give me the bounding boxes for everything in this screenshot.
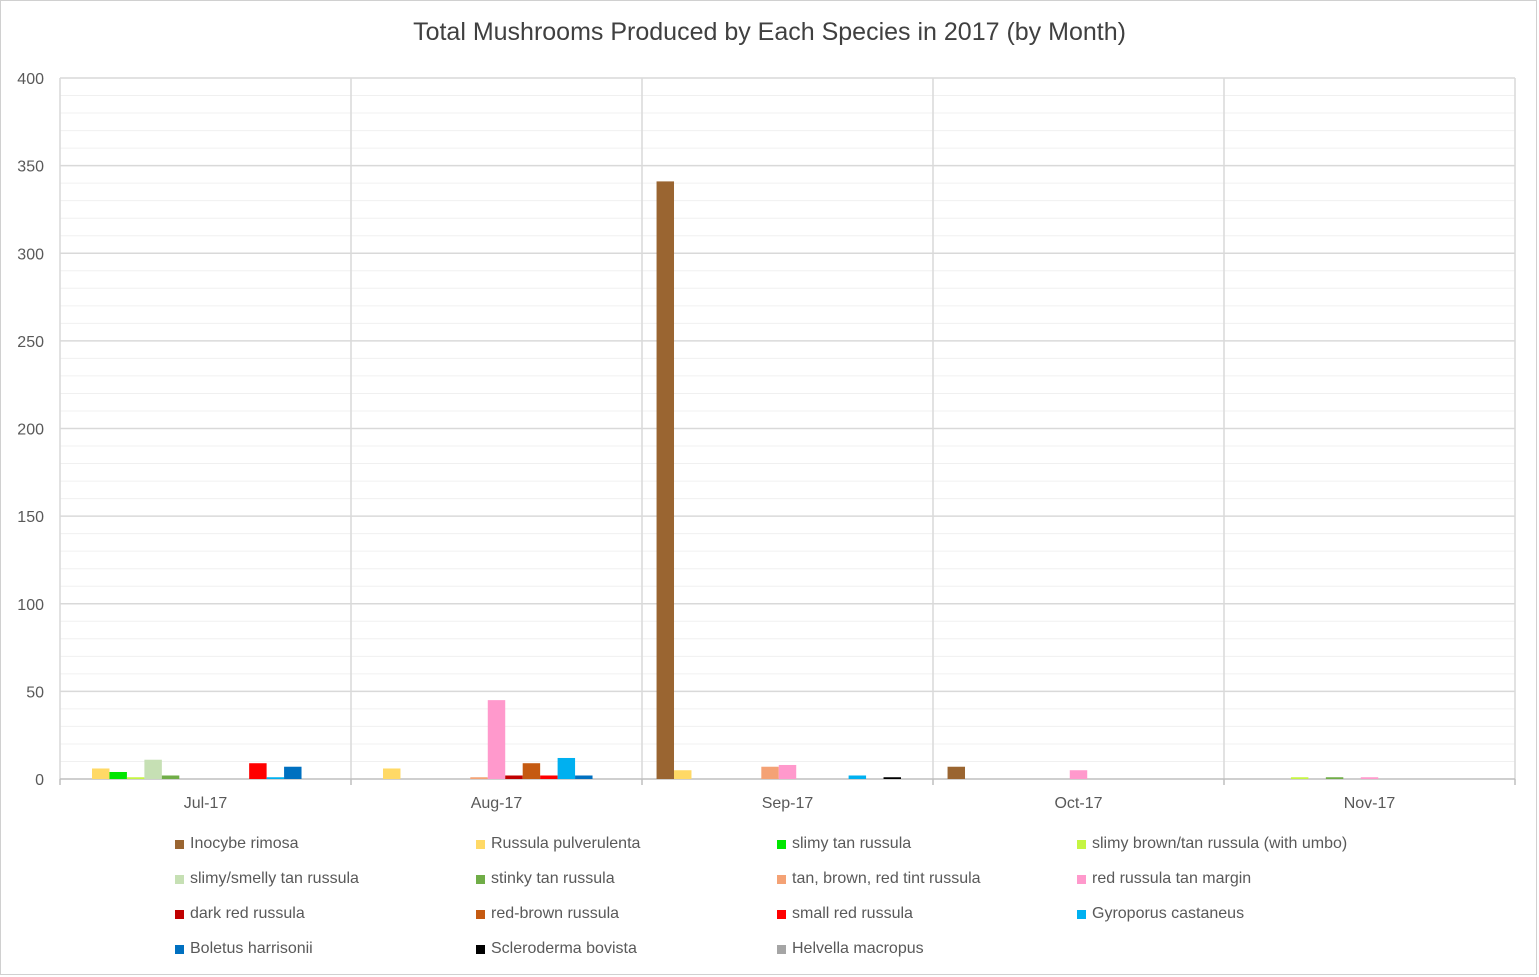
legend-label: Boletus harrisonii: [190, 940, 313, 957]
bar: [249, 763, 267, 779]
legend-label: Inocybe rimosa: [190, 835, 299, 852]
x-tick-label: Aug-17: [471, 795, 523, 812]
y-tick-label: 200: [17, 422, 44, 439]
x-tick-label: Oct-17: [1054, 795, 1102, 812]
legend-label: red-brown russula: [491, 905, 620, 922]
legend-label: stinky tan russula: [491, 870, 615, 887]
legend-item: red russula tan margin: [1077, 867, 1251, 891]
legend-label: slimy brown/tan russula (with umbo): [1092, 835, 1348, 852]
bar: [883, 777, 901, 779]
legend-label: Scleroderma bovista: [491, 940, 637, 957]
legend-swatch: [777, 909, 786, 919]
legend-item: small red russula: [777, 902, 913, 926]
bar: [1360, 777, 1379, 779]
legend-swatch: [476, 874, 485, 884]
legend-label: red russula tan margin: [1092, 870, 1252, 887]
plot-area: 0 50 100 150 200 250 300 350 400 Jul-17 Aug-17 Sep-…: [17, 71, 1516, 812]
legend-swatch: [175, 874, 184, 884]
bar: [1290, 777, 1309, 779]
legend-swatch: [1077, 839, 1086, 849]
legend-swatch: [476, 944, 485, 954]
y-tick-label: 50: [26, 684, 44, 701]
bar: [144, 759, 162, 779]
bar: [540, 775, 558, 779]
bar: [161, 775, 180, 779]
legend-item: Helvella macropus: [777, 937, 924, 961]
chart-title: Total Mushrooms Produced by Each Species…: [413, 18, 1126, 46]
y-tick-label: 250: [17, 334, 44, 351]
legend-swatch: [476, 839, 485, 849]
legend-swatch: [777, 944, 786, 954]
bar: [1325, 777, 1344, 779]
legend-item: tan, brown, red tint russula: [777, 867, 981, 891]
bar: [761, 766, 779, 779]
bar: [266, 777, 285, 779]
bar: [109, 771, 127, 779]
legend-swatch: [175, 839, 184, 849]
legend-item: stinky tan russula: [476, 867, 615, 891]
bar: [470, 777, 488, 779]
bar: [674, 770, 692, 779]
legend-item: slimy tan russula: [777, 832, 911, 856]
legend-item: Scleroderma bovista: [476, 937, 637, 961]
bar: [487, 700, 506, 779]
legend-item: Russula pulverulenta: [476, 832, 640, 856]
bar: [92, 768, 110, 779]
bar: [848, 775, 867, 779]
y-tick-label: 100: [17, 597, 44, 614]
legend-label: slimy tan russula: [792, 835, 912, 852]
legend-label: Helvella macropus: [792, 940, 924, 957]
bar: [126, 777, 145, 779]
bar: [947, 766, 966, 779]
legend-item: red-brown russula: [476, 902, 619, 926]
x-tick-label: Nov-17: [1344, 795, 1396, 812]
bar: [778, 764, 797, 779]
legend-label: tan, brown, red tint russula: [792, 870, 981, 887]
x-tick-label: Jul-17: [184, 795, 228, 812]
legend: Inocybe rimosa Russula pulverulenta slimy …: [0, 830, 1539, 970]
bar: [505, 775, 523, 779]
legend-item: slimy brown/tan russula (with umbo): [1077, 832, 1347, 856]
bar: [1069, 770, 1088, 779]
legend-label: dark red russula: [190, 905, 305, 922]
bar: [656, 181, 675, 779]
y-tick-label: 150: [17, 509, 44, 526]
bar: [522, 763, 541, 779]
legend-swatch: [1077, 909, 1086, 919]
legend-label: Gyroporus castaneus: [1092, 905, 1245, 922]
legend-label: Russula pulverulenta: [491, 835, 641, 852]
bar: [557, 757, 576, 779]
y-tick-label: 400: [17, 71, 44, 88]
legend-swatch: [777, 839, 786, 849]
legend-swatch: [175, 909, 184, 919]
legend-swatch: [175, 944, 184, 954]
legend-swatch: [476, 909, 485, 919]
legend-item: slimy/smelly tan russula: [175, 867, 359, 891]
bar: [575, 775, 593, 779]
legend-label: slimy/smelly tan russula: [190, 870, 359, 887]
legend-swatch: [1077, 874, 1086, 884]
y-tick-label: 350: [17, 159, 44, 176]
legend-swatch: [777, 874, 786, 884]
legend-item: Gyroporus castaneus: [1077, 902, 1244, 926]
y-tick-label: 0: [35, 772, 44, 789]
legend-label: small red russula: [792, 905, 913, 922]
bar: [284, 766, 302, 779]
legend-item: Inocybe rimosa: [175, 832, 299, 856]
x-tick-label: Sep-17: [762, 795, 814, 812]
legend-item: dark red russula: [175, 902, 305, 926]
bar: [383, 768, 401, 779]
legend-item: Boletus harrisonii: [175, 937, 313, 961]
y-tick-label: 300: [17, 246, 44, 263]
